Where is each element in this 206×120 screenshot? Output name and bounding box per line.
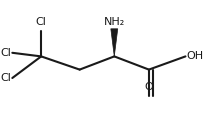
Text: Cl: Cl [36,17,47,27]
Text: Cl: Cl [0,48,11,58]
Polygon shape [111,29,118,56]
Text: OH: OH [186,51,204,61]
Text: O: O [145,82,153,92]
Text: NH₂: NH₂ [104,17,125,27]
Text: Cl: Cl [0,73,11,83]
